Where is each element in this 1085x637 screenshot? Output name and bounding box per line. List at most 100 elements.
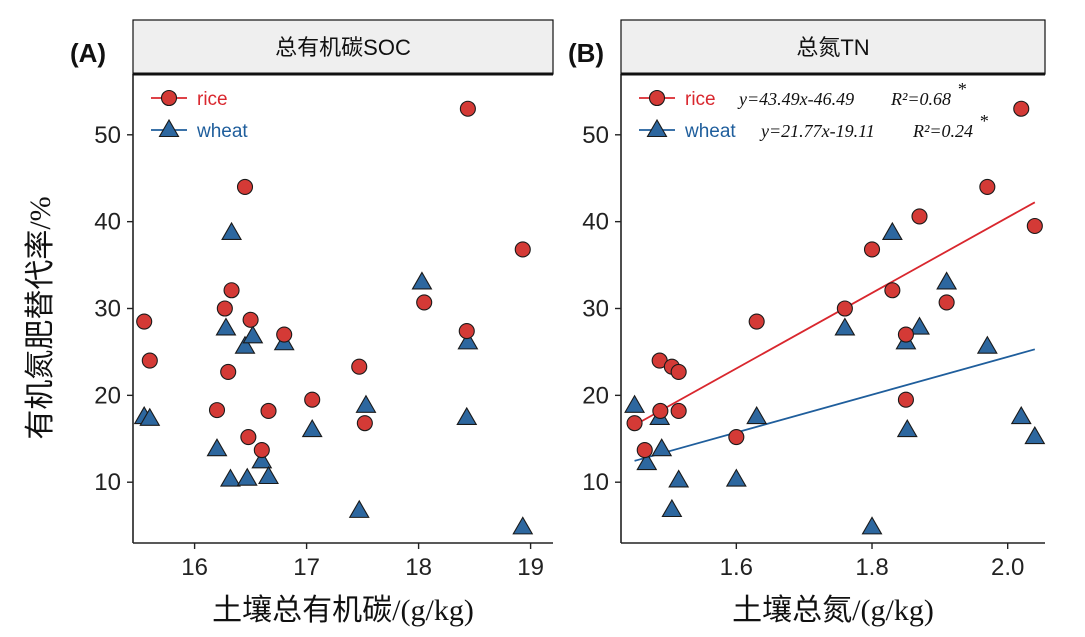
rice-point — [670, 402, 687, 420]
y-tick-label: 30 — [582, 296, 609, 323]
y-tick-label: 20 — [582, 382, 609, 409]
panel-b-x-axis-title: 土壤总氮/(g/kg) — [732, 594, 934, 627]
wheat-point — [746, 405, 768, 425]
rice-point — [863, 241, 881, 258]
panel-a-x-axis-title: 土壤总有机碳/(g/kg) — [212, 594, 474, 627]
y-tick-label: 40 — [582, 209, 609, 236]
legend-wheat-significance: * — [979, 111, 988, 131]
rice-point — [728, 428, 745, 446]
rice-point — [670, 363, 687, 380]
rice-point — [253, 442, 270, 459]
rice-point — [260, 402, 277, 420]
wheat-point — [355, 394, 377, 413]
rice-point — [136, 313, 153, 330]
panel-b: (B) 总氮TN 土壤总氮/(g/kg) 10 20 30 40 50 1.6 1.8 2.0… — [568, 19, 1046, 627]
y-tick-label: 50 — [582, 122, 609, 149]
y-tick-label: 40 — [94, 209, 121, 236]
wheat-point — [206, 438, 228, 457]
legend-wheat-label: wheat — [196, 121, 248, 142]
panel-a-title: 总有机碳SOC — [275, 35, 411, 60]
wheat-point — [348, 499, 370, 518]
legend-rice-label: rice — [197, 89, 228, 110]
legend-rice-significance: * — [957, 79, 966, 99]
panel-a: (A) 总有机碳SOC 土壤总有机碳/(g/kg) 10 20 30 40 50 16 17… — [70, 19, 554, 627]
wheat-point — [236, 467, 258, 486]
rice-fit-line — [634, 201, 1036, 426]
rice-point — [626, 415, 643, 432]
panel-a-marks: 10 20 30 40 50 16 17 18 19 rice wheat — [94, 72, 553, 581]
rice-point — [636, 442, 653, 459]
legend-wheat-equation: y=21.77x-19.11 — [759, 121, 875, 141]
rice-point — [356, 415, 373, 432]
legend-rice-label: rice — [685, 89, 716, 110]
rice-point — [459, 100, 476, 117]
panel-a-letter: (A) — [70, 38, 106, 68]
rice-point — [1026, 217, 1043, 235]
legend-wheat-marker — [646, 118, 668, 138]
wheat-point — [251, 450, 273, 469]
rice-point — [748, 313, 765, 330]
legend-wheat-r2: R²=0.24 — [912, 121, 973, 141]
wheat-point — [457, 331, 479, 350]
wheat-point — [909, 316, 930, 335]
rice-point — [220, 363, 237, 380]
wheat-point — [411, 271, 433, 290]
panel-b-marks: 10 20 30 40 50 1.6 1.8 2.0 rice y=43.49x-46.49 R²=… — [582, 72, 1046, 581]
rice-point — [216, 300, 233, 317]
rice-point — [351, 358, 368, 375]
rice-point — [240, 428, 257, 446]
rice-point — [304, 391, 321, 408]
rice-point — [911, 208, 928, 225]
rice-point — [242, 311, 259, 328]
wheat-point — [456, 406, 478, 425]
wheat-point — [725, 468, 747, 487]
legend-wheat-marker — [158, 118, 180, 138]
y-tick-label: 10 — [94, 469, 121, 496]
wheat-point — [512, 516, 534, 535]
rice-point — [979, 178, 996, 195]
y-tick-label: 30 — [94, 296, 121, 323]
wheat-point — [624, 394, 646, 413]
x-tick-label: 17 — [293, 554, 320, 581]
wheat-point — [258, 465, 279, 485]
rice-point — [938, 294, 955, 311]
rice-point — [897, 326, 914, 343]
wheat-point — [651, 438, 673, 457]
rice-point — [208, 402, 226, 419]
x-tick-label: 1.8 — [855, 554, 888, 581]
x-tick-label: 2.0 — [991, 554, 1024, 581]
legend-rice-r2: R²=0.68 — [890, 89, 951, 109]
legend-wheat-label: wheat — [684, 121, 736, 142]
y-tick-label: 10 — [582, 469, 609, 496]
wheat-point — [834, 317, 856, 336]
rice-point — [458, 323, 475, 340]
wheat-point — [936, 271, 958, 290]
wheat-point — [219, 468, 241, 487]
panel-a-strip — [132, 19, 554, 75]
legend-rice-marker — [160, 89, 178, 107]
wheat-point — [242, 325, 264, 344]
rice-point — [652, 402, 669, 420]
wheat-point — [234, 335, 256, 354]
wheat-point — [861, 516, 883, 535]
rice-point — [141, 352, 158, 369]
wheat-point — [1024, 425, 1046, 445]
wheat-fit-line — [634, 348, 1036, 462]
wheat-point — [668, 469, 690, 488]
panel-b-letter: (B) — [568, 38, 604, 68]
wheat-point — [301, 418, 323, 438]
rice-point — [884, 282, 901, 299]
rice-point — [276, 326, 293, 343]
x-tick-label: 16 — [181, 554, 208, 581]
legend-rice-marker — [648, 89, 666, 107]
panel-b-title: 总氮TN — [796, 35, 869, 60]
wheat-point — [976, 335, 998, 354]
wheat-point — [221, 221, 243, 240]
rice-point — [514, 241, 531, 258]
x-tick-label: 19 — [517, 554, 544, 581]
y-tick-label: 20 — [94, 382, 121, 409]
y-tick-label: 50 — [94, 122, 121, 149]
wheat-point — [881, 221, 903, 240]
wheat-point — [896, 418, 918, 438]
